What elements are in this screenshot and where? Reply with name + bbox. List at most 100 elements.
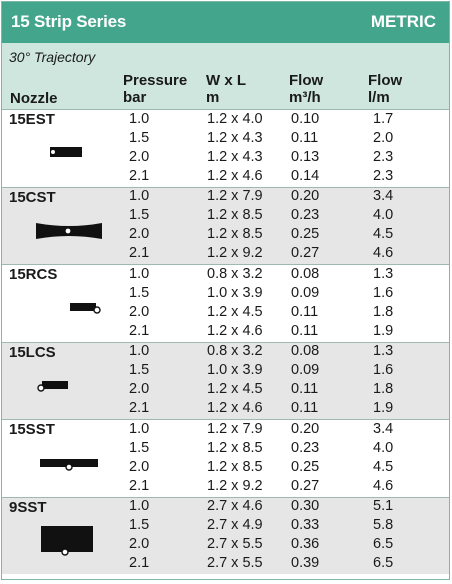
flow-m3h-header-line2: m³/h (289, 89, 321, 106)
cell-flow-lm: 4.0 (373, 439, 394, 456)
wxl-header: W x L m (206, 72, 246, 106)
right-corner-strip-icon (66, 300, 106, 319)
trajectory-label: 30° Trajectory (9, 49, 96, 65)
cell-pressure: 2.1 (129, 400, 150, 416)
cell-flow-lm: 1.9 (373, 322, 394, 339)
cell-flow-lm: 4.6 (373, 477, 394, 494)
cell-flow-lm: 5.8 (373, 517, 394, 533)
cell-wxl: 2.7 x 5.5 (207, 536, 263, 552)
cell-flow-m3h: 0.25 (291, 458, 320, 475)
cell-pressure: 1.0 (129, 188, 150, 204)
cell-flow-m3h: 0.11 (291, 129, 319, 146)
cell-flow-m3h: 0.27 (291, 245, 320, 261)
cell-flow-m3h: 0.20 (291, 188, 320, 204)
cell-flow-lm: 4.5 (373, 458, 394, 475)
nozzle-group-15est: 15EST 1.0 1.2 x 4.0 0.10 1.7 1.5 1.2 x 4.3 0.11… (2, 109, 449, 187)
cell-flow-m3h: 0.11 (291, 400, 319, 416)
cell-flow-lm: 1.8 (373, 381, 394, 397)
header-band (2, 43, 449, 109)
flow-lm-header: Flow l/m (368, 72, 402, 106)
cell-pressure: 2.1 (129, 477, 150, 494)
left-corner-strip-icon (32, 378, 72, 397)
center-strip-icon (36, 221, 102, 246)
cell-pressure: 1.5 (129, 129, 150, 146)
title-bar: 15 Strip Series METRIC (2, 2, 449, 43)
nozzle-name: 15SST (9, 421, 55, 438)
cell-wxl: 1.2 x 4.3 (207, 148, 263, 165)
unit-label: METRIC (370, 12, 436, 31)
nozzle-name: 15CST (9, 188, 56, 206)
group-divider (2, 109, 449, 110)
nozzle-name: 15LCS (9, 343, 56, 361)
side-strip-icon (38, 456, 100, 477)
wxl-header-line2: m (206, 89, 220, 106)
cell-flow-m3h: 0.39 (291, 555, 320, 571)
pressure-header: Pressure bar (123, 72, 187, 106)
group-divider (2, 186, 449, 188)
side-strip-square-icon (39, 524, 95, 561)
group-divider (2, 419, 449, 420)
cell-wxl: 1.2 x 8.5 (207, 458, 263, 475)
cell-flow-lm: 1.8 (373, 303, 394, 320)
cell-flow-m3h: 0.36 (291, 536, 320, 552)
cell-flow-lm: 2.3 (373, 148, 394, 165)
flow-lm-header-line2: l/m (368, 89, 390, 106)
cell-wxl: 0.8 x 3.2 (207, 265, 263, 282)
cell-flow-m3h: 0.11 (291, 322, 319, 339)
nozzle-name: 15RCS (9, 266, 58, 283)
cell-wxl: 1.2 x 9.2 (207, 245, 263, 261)
cell-wxl: 1.2 x 8.5 (207, 207, 263, 223)
nozzle-group-15sst: 15SST 1.0 1.2 x 7.9 0.20 3.4 1.5 1.2 x 8.5 0.23… (2, 419, 449, 497)
cell-flow-m3h: 0.09 (291, 284, 320, 301)
group-divider (2, 264, 449, 265)
cell-flow-m3h: 0.10 (291, 110, 320, 127)
cell-flow-m3h: 0.11 (291, 303, 319, 320)
cell-flow-m3h: 0.08 (291, 343, 320, 359)
cell-flow-m3h: 0.27 (291, 477, 320, 494)
pressure-header-line2: bar (123, 89, 147, 106)
cell-wxl: 1.2 x 4.5 (207, 381, 263, 397)
cell-flow-m3h: 0.25 (291, 226, 320, 242)
cell-pressure: 1.5 (129, 517, 150, 533)
nozzle-header: Nozzle (10, 90, 58, 107)
group-divider (2, 496, 449, 498)
cell-pressure: 1.5 (129, 207, 150, 223)
cell-wxl: 1.2 x 7.9 (207, 420, 263, 437)
nozzle-group-15cst: 15CST 1.0 1.2 x 7.9 0.20 3.4 1.5 1.2 x 8.5 0.23… (2, 186, 449, 264)
cell-wxl: 0.8 x 3.2 (207, 343, 263, 359)
cell-wxl: 1.2 x 8.5 (207, 226, 263, 242)
cell-pressure: 1.0 (129, 110, 150, 127)
cell-pressure: 2.0 (129, 536, 150, 552)
cell-pressure: 2.1 (129, 555, 150, 571)
cell-pressure: 1.0 (129, 420, 150, 437)
flow-m3h-header-line1: Flow (289, 72, 324, 89)
cell-pressure: 1.5 (129, 362, 150, 378)
cell-flow-lm: 5.1 (373, 498, 394, 514)
cell-flow-m3h: 0.20 (291, 420, 320, 437)
cell-wxl: 1.2 x 9.2 (207, 477, 263, 494)
cell-flow-lm: 6.5 (373, 555, 394, 571)
flow-m3h-header: Flow m³/h (289, 72, 323, 106)
cell-pressure: 2.0 (129, 458, 150, 475)
cell-flow-lm: 1.6 (373, 362, 394, 378)
cell-pressure: 2.0 (129, 226, 150, 242)
nozzle-group-9sst: 9SST 1.0 2.7 x 4.6 0.30 5.1 1.5 2.7 x 4.9 0.33 5… (2, 496, 449, 574)
cell-pressure: 1.0 (129, 498, 150, 514)
pressure-header-line1: Pressure (123, 72, 188, 89)
cell-flow-lm: 6.5 (373, 536, 394, 552)
cell-flow-lm: 1.3 (373, 265, 394, 282)
cell-flow-lm: 3.4 (373, 420, 394, 437)
cell-wxl: 1.2 x 8.5 (207, 439, 263, 456)
nozzle-name: 9SST (9, 498, 47, 516)
cell-pressure: 2.1 (129, 245, 150, 261)
cell-flow-m3h: 0.23 (291, 207, 320, 223)
cell-flow-lm: 3.4 (373, 188, 394, 204)
cell-wxl: 1.2 x 4.3 (207, 129, 263, 146)
cell-flow-lm: 1.3 (373, 343, 394, 359)
cell-wxl: 1.2 x 4.6 (207, 167, 263, 184)
cell-flow-m3h: 0.14 (291, 167, 320, 184)
group-divider (2, 341, 449, 343)
cell-pressure: 1.5 (129, 439, 150, 456)
cell-flow-lm: 2.3 (373, 167, 394, 184)
